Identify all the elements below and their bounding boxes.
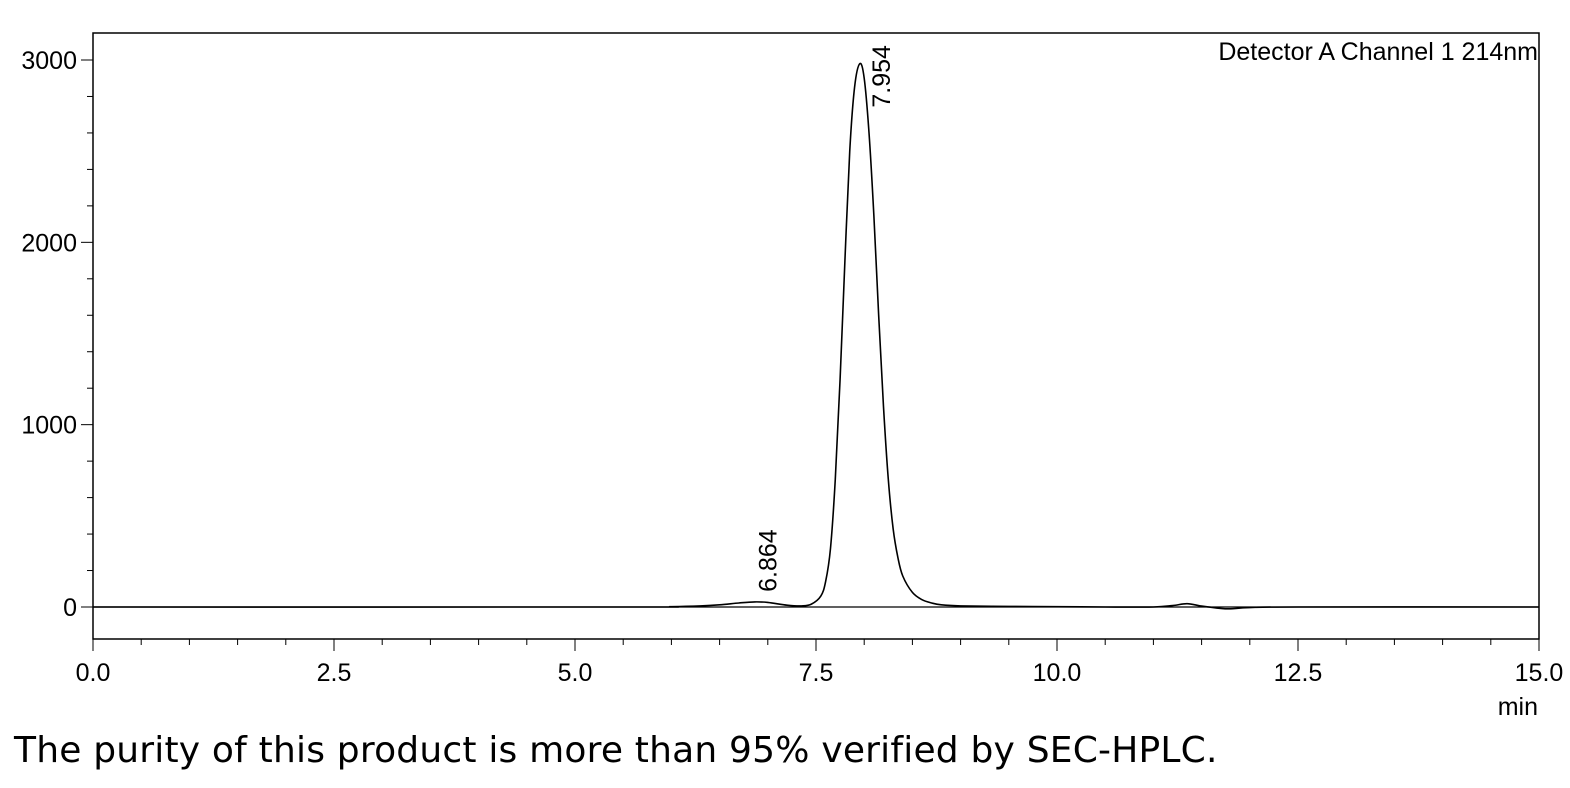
x-axis: 0.0 2.5 5.0 7.5 10.0 12.5 15.0 bbox=[76, 639, 1564, 687]
legend-entry: Detector A Channel 1 214nm bbox=[1218, 38, 1538, 66]
x-tick-label: 15.0 bbox=[1515, 659, 1564, 687]
y-tick-label: 0 bbox=[63, 594, 77, 622]
purity-caption: The purity of this product is more than … bbox=[14, 730, 1218, 771]
plot-frame bbox=[92, 32, 1540, 640]
peak-label: 7.954 bbox=[868, 45, 896, 108]
y-tick-label: 3000 bbox=[21, 47, 77, 75]
chromatogram-trace bbox=[92, 62, 1540, 610]
chromatogram-chart: 0 1000 2000 3000 0.0 2.5 5.0 7.5 10.0 12.5 15.0 6… bbox=[21, 32, 1564, 721]
x-tick-label: 7.5 bbox=[799, 659, 834, 687]
y-axis: 0 1000 2000 3000 bbox=[21, 47, 93, 622]
x-tick-label: 5.0 bbox=[558, 659, 593, 687]
x-tick-label: 12.5 bbox=[1274, 659, 1323, 687]
y-tick-label: 2000 bbox=[21, 229, 77, 257]
x-tick-label: 2.5 bbox=[317, 659, 352, 687]
peak-label: 6.864 bbox=[755, 529, 783, 592]
y-tick-label: 1000 bbox=[21, 412, 77, 440]
x-tick-label: 10.0 bbox=[1033, 659, 1082, 687]
x-axis-unit-label: min bbox=[1498, 693, 1538, 721]
x-tick-label: 0.0 bbox=[76, 659, 111, 687]
